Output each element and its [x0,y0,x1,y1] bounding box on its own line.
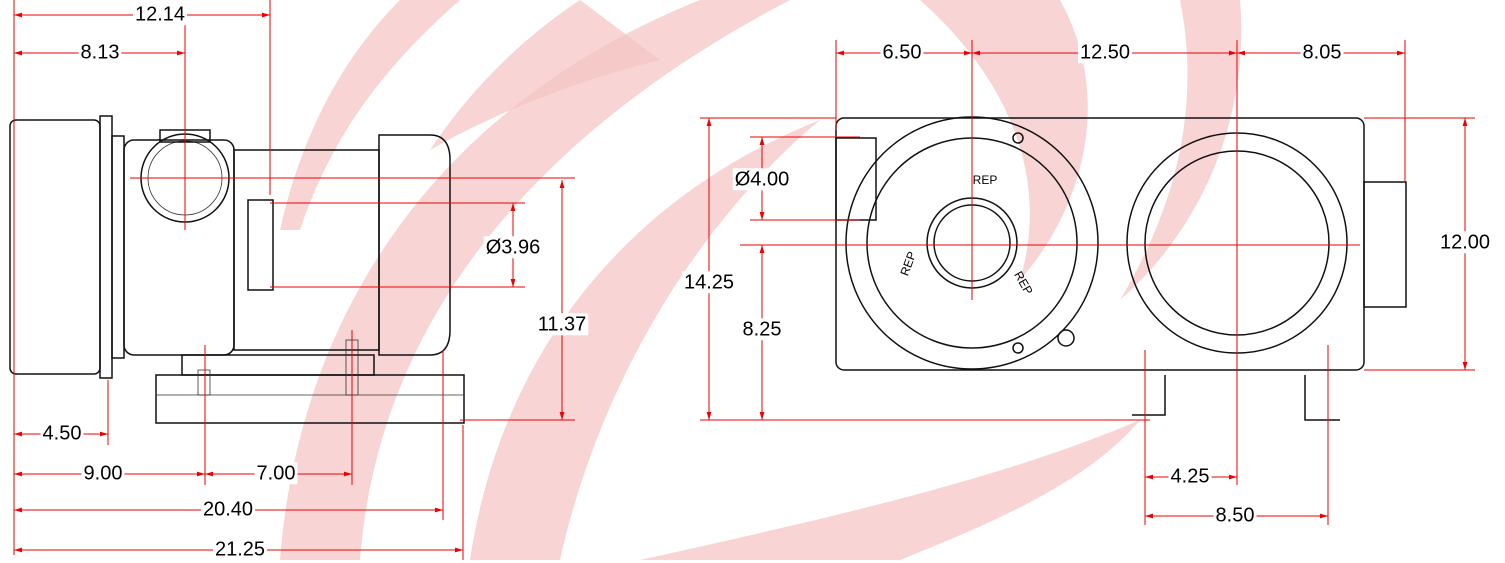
impeller-mark: REP [1011,269,1035,297]
centerlines [13,0,1475,560]
dimension-label: 6.50 [883,41,922,63]
label-background [200,498,256,521]
dimension: 8.50 [1145,504,1328,527]
dimension-label: 14.25 [684,271,734,293]
dimension-label: 12.14 [135,3,185,25]
dimension-label: 12.00 [1440,231,1490,253]
dimension-label: 4.50 [43,422,82,444]
dimension: 8.25 [740,245,784,420]
label-background [1300,41,1344,64]
watermark [280,0,1242,560]
label-background [132,3,188,26]
dimension: 8.05 [1237,41,1405,64]
dimension-label: 9.00 [84,462,123,484]
label-background [254,462,298,485]
label-background [81,462,125,485]
label-background [681,271,737,294]
dimension: 12.00 [1437,118,1493,370]
dimension: 6.50 [836,41,972,64]
dimension-label: 21.25 [215,538,265,560]
side-view [9,115,465,424]
dimension-label: Ø3.96 [486,236,540,258]
impeller-mark: REP [973,173,998,187]
label-background [78,41,122,64]
dimension-label: 7.00 [257,462,296,484]
dimension-label: 4.25 [1171,465,1210,487]
label-background [1437,231,1493,254]
dimension: 8.13 [14,41,185,64]
dimension-label: 8.13 [81,41,120,63]
dimension-label: 8.50 [1216,504,1255,526]
dimension: Ø3.96 [483,203,543,287]
label-background [880,41,924,64]
dimension: Ø4.00 [732,137,792,220]
dimension-label: 20.40 [203,498,253,520]
dimension: 4.25 [1145,465,1237,488]
dimension-label: 8.05 [1303,41,1342,63]
label-background [1077,41,1133,64]
label-background [535,313,589,336]
dimension: 12.50 [972,41,1237,64]
label-background [740,318,784,341]
label-background [732,168,792,191]
dimension-label: 12.50 [1080,41,1130,63]
front-view [835,116,1407,421]
impeller-labels: REP REP REP [897,173,1035,297]
dimension: 14.25 [681,118,737,420]
label-background [1168,465,1212,488]
dimension: 7.00 [205,462,352,485]
label-background [40,422,84,445]
label-background [1213,504,1257,527]
impeller-mark: REP [897,250,919,278]
dimension-label: Ø4.00 [735,168,789,190]
dimension: 9.00 [14,462,205,485]
dimension-label: 11.37 [538,313,587,335]
label-background [212,538,268,561]
dimension: 11.37 [535,180,589,420]
dimension: 4.50 [14,422,108,445]
label-background [483,236,543,259]
dimension: 12.14 [14,3,270,26]
dimension: 20.40 [14,498,443,521]
dimension: 21.25 [14,538,463,561]
dimension-label: 8.25 [743,318,782,340]
